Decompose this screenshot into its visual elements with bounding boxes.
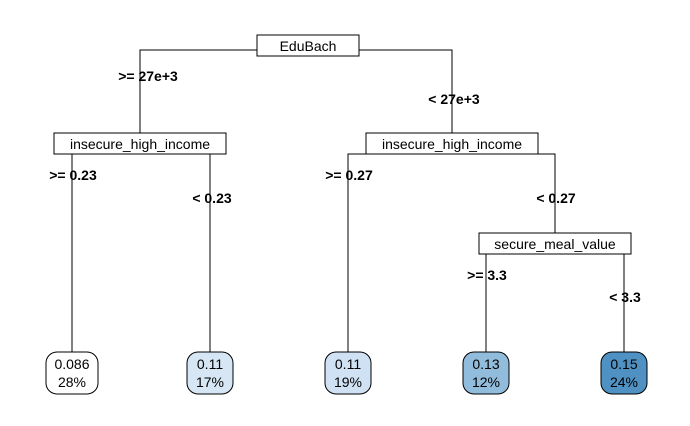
- leaf-4-value: 0.13: [472, 356, 499, 372]
- node-right-right-label: secure_meal_value: [494, 236, 616, 252]
- split-left-right: < 0.23: [192, 190, 232, 206]
- node-left: insecure_high_income: [53, 132, 227, 155]
- leaf-1-value: 0.086: [54, 356, 89, 372]
- leaf-1-percent: 28%: [58, 374, 86, 390]
- node-root-label: EduBach: [280, 38, 337, 54]
- node-left-label: insecure_high_income: [70, 136, 210, 152]
- leaf-1-box: [45, 351, 99, 395]
- node-right-label: insecure_high_income: [382, 136, 522, 152]
- leaf-4-box: [462, 351, 510, 395]
- leaf-2-box: [186, 351, 234, 395]
- split-right-left: >= 0.27: [325, 167, 373, 183]
- edge-left-left: [54, 153, 73, 352]
- leaf-3-box: [324, 351, 372, 395]
- leaf-5: 0.15 24%: [600, 351, 648, 395]
- node-right-right: secure_meal_value: [478, 232, 632, 255]
- split-left-left: >= 0.23: [49, 167, 97, 183]
- leaf-5-box: [600, 351, 648, 395]
- edge-root-right: [359, 49, 453, 134]
- leaf-3-value: 0.11: [335, 356, 361, 372]
- leaf-5-percent: 24%: [610, 374, 638, 390]
- split-rr-right: < 3.3: [609, 289, 641, 305]
- split-right-right: < 0.27: [536, 190, 576, 206]
- leaf-2-value: 0.11: [197, 356, 223, 372]
- edge-right-right: [538, 153, 556, 234]
- edge-right-left: [347, 153, 366, 352]
- split-root-left: >= 27e+3: [118, 68, 178, 84]
- leaf-1: 0.086 28%: [45, 351, 99, 395]
- node-right: insecure_high_income: [365, 132, 539, 155]
- edge-root-left: [139, 49, 257, 134]
- node-root: EduBach: [256, 34, 360, 57]
- split-rr-left: >= 3.3: [467, 267, 507, 283]
- leaf-4-percent: 12%: [472, 374, 500, 390]
- leaf-2: 0.11 17%: [186, 351, 234, 395]
- leaf-3-percent: 19%: [334, 374, 362, 390]
- leaf-2-percent: 17%: [196, 374, 224, 390]
- leaf-3: 0.11 19%: [324, 351, 372, 395]
- split-root-right: < 27e+3: [428, 91, 480, 107]
- leaf-4: 0.13 12%: [462, 351, 510, 395]
- leaf-5-value: 0.15: [610, 356, 637, 372]
